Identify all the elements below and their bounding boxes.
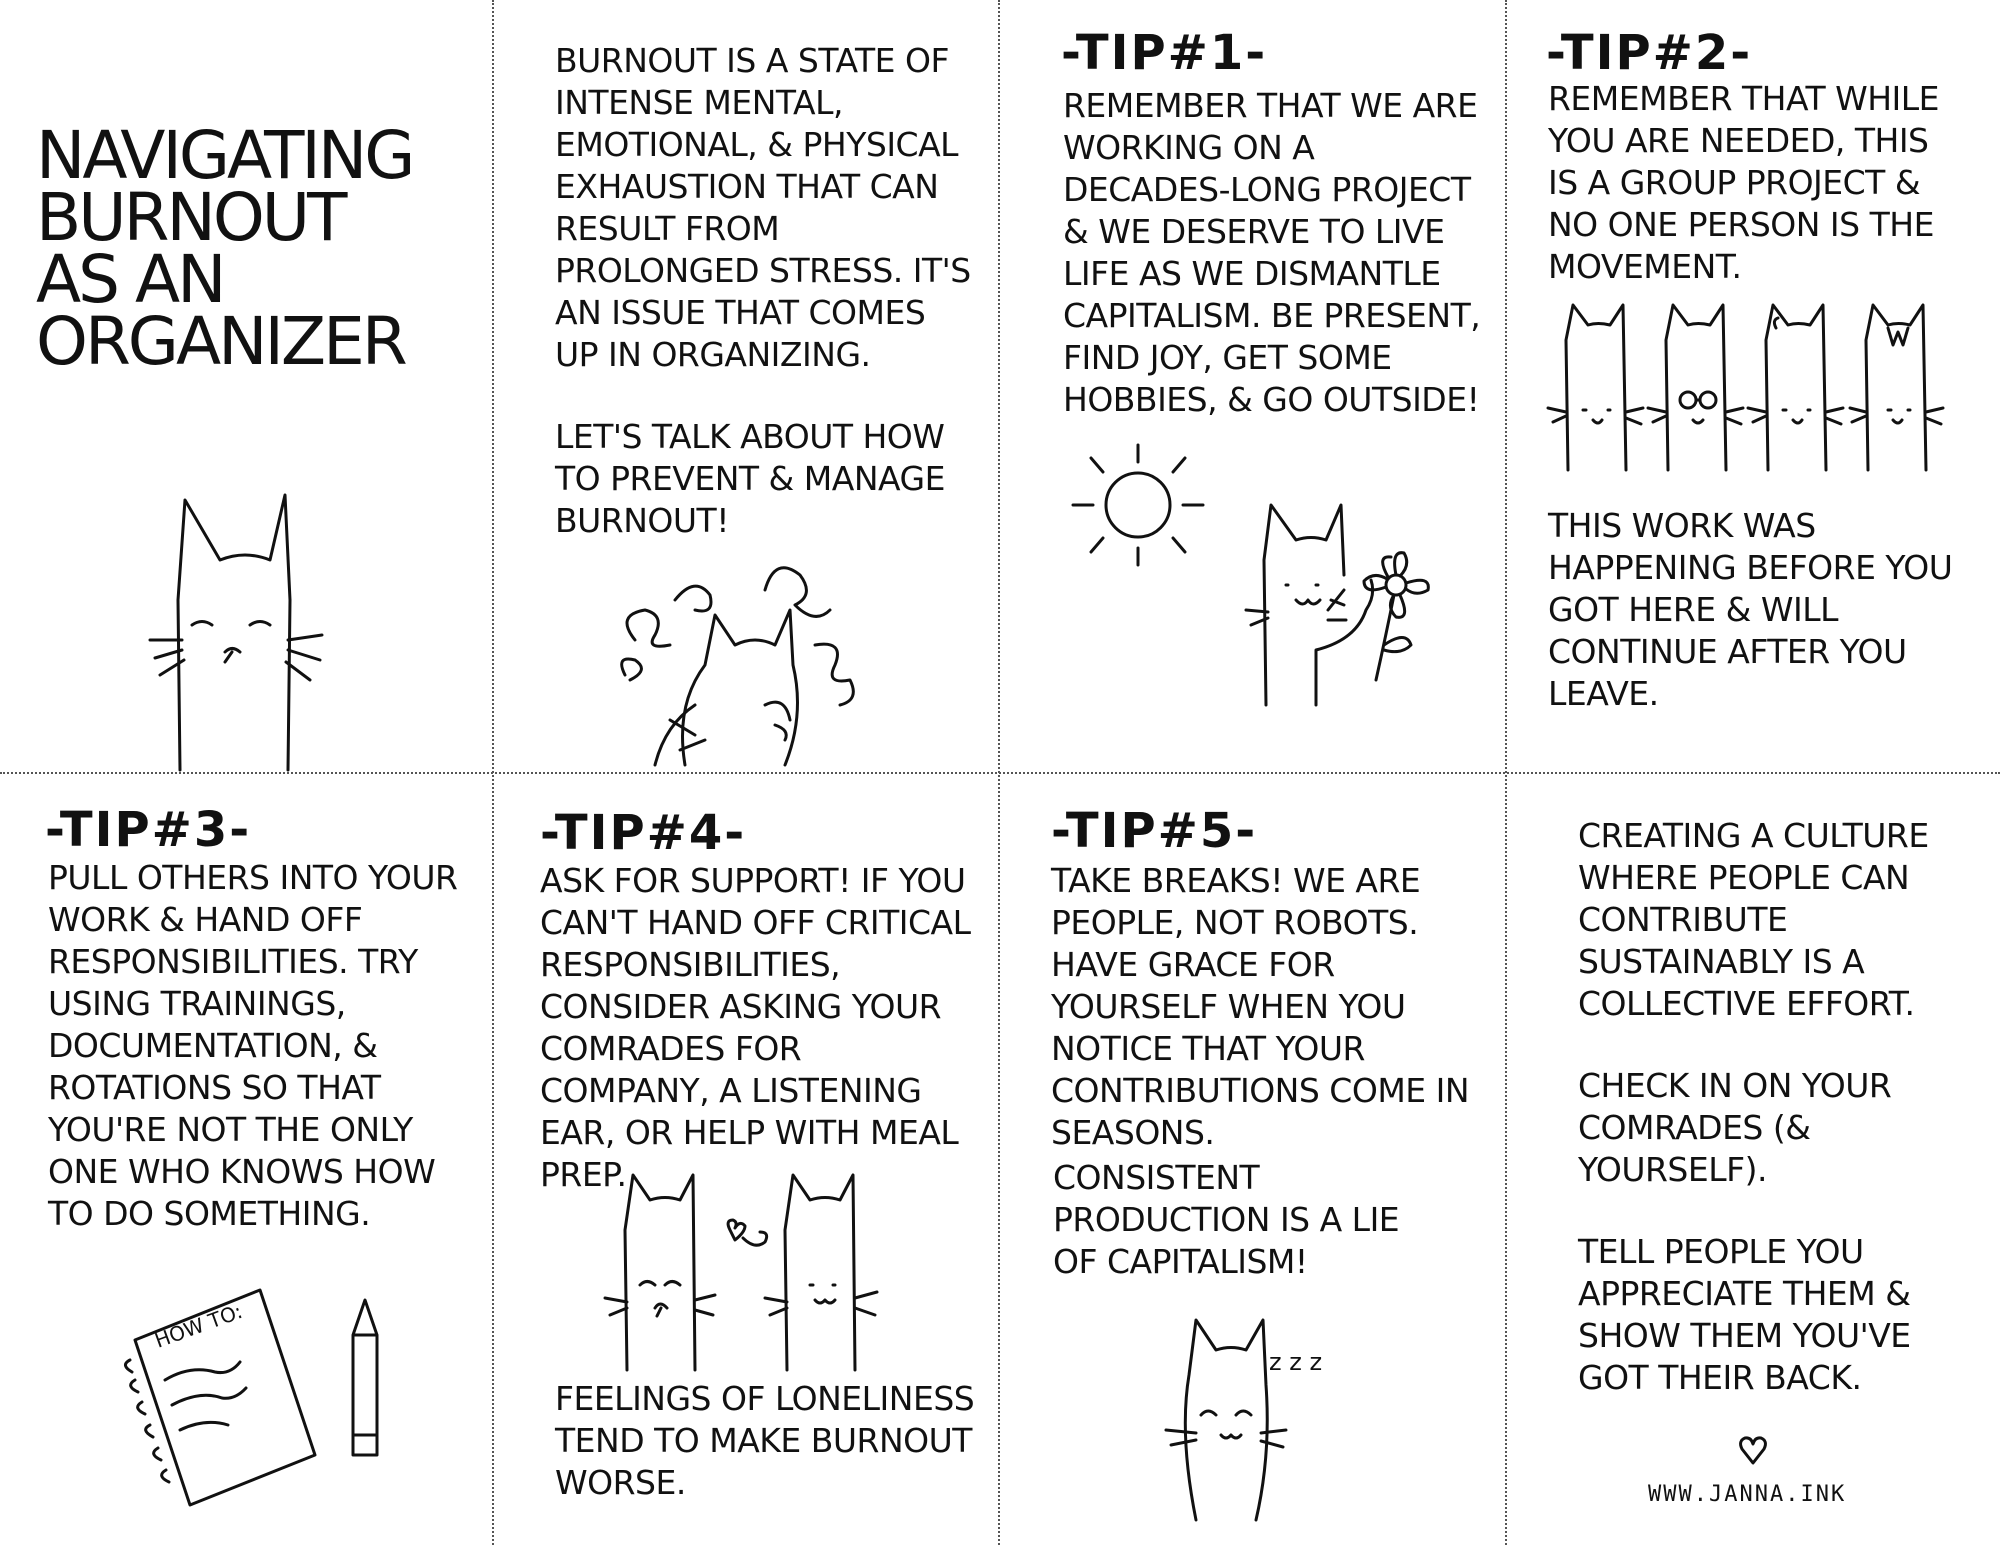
title-line: AS AN [36, 241, 227, 318]
tip1-text: REMEMBER THAT WE ARE WORKING ON A DECADE… [1063, 86, 1481, 419]
tip2-panel: -TIP#2- REMEMBER THAT WHILE YOU ARE NEED… [1508, 0, 2000, 770]
flower-icon [1362, 551, 1430, 682]
title-panel: NAVIGATING BURNOUT AS AN ORGANIZER [0, 0, 490, 772]
zine-title: NAVIGATING BURNOUT AS AN ORGANIZER [36, 117, 476, 380]
tip1-heading: -TIP#1- [1061, 25, 1268, 81]
tip4-heading: -TIP#4- [540, 805, 747, 861]
tip2-text-2: THIS WORK WAS HAPPENING BEFORE YOU GOT H… [1548, 506, 1953, 713]
tip4-text-2: FEELINGS OF LONELINESS TEND TO MAKE BURN… [555, 1379, 975, 1502]
tip2-heading: -TIP#2- [1546, 25, 1753, 81]
stressed-cat-icon [620, 566, 855, 767]
two-cats-icon [603, 1173, 879, 1372]
heart-icon [1739, 1436, 1767, 1465]
tip1-panel: -TIP#1- REMEMBER THAT WE ARE WORKING ON … [1001, 0, 1503, 770]
sleeping-cat-icon: z z z [1164, 1318, 1322, 1522]
tip3-panel: -TIP#3- PULL OTHERS INTO YOUR WORK & HAN… [0, 775, 490, 1545]
closing-check-in: CHECK IN ON YOUR COMRADES (& YOURSELF). [1578, 1066, 1892, 1189]
closing-panel: CREATING A CULTURE WHERE PEOPLE CAN CONT… [1508, 775, 2000, 1545]
intro-definition: BURNOUT IS A STATE OF INTENSE MENTAL, EM… [555, 41, 971, 374]
tip5-text: TAKE BREAKS! WE ARE PEOPLE, NOT ROBOTS. … [1051, 861, 1470, 1152]
notebook-label: HOW TO: [152, 1299, 246, 1353]
closing-appreciate: TELL PEOPLE YOU APPRECIATE THEM & SHOW T… [1578, 1232, 1911, 1397]
title-line: BURNOUT [36, 179, 347, 256]
tip3-heading: -TIP#3- [45, 802, 252, 858]
pencil-icon [351, 1298, 379, 1457]
title-line: NAVIGATING [36, 117, 415, 194]
tip5-panel: -TIP#5- TAKE BREAKS! WE ARE PEOPLE, NOT … [1001, 775, 1503, 1545]
sun-icon [1071, 443, 1205, 567]
closing-culture: CREATING A CULTURE WHERE PEOPLE CAN CONT… [1578, 816, 1929, 1023]
tip3-text: PULL OTHERS INTO YOUR WORK & HAND OFF RE… [48, 858, 458, 1233]
tip2-text: REMEMBER THAT WHILE YOU ARE NEEDED, THIS… [1548, 79, 1940, 286]
title-line: ORGANIZER [36, 303, 408, 380]
tip4-panel: -TIP#4- ASK FOR SUPPORT! IF YOU CAN'T HA… [495, 775, 995, 1545]
tip5-text-2: CONSISTENT PRODUCTION IS A LIE OF CAPITA… [1053, 1158, 1400, 1281]
panel-divider-h [0, 772, 2000, 774]
notebook-icon: HOW TO: [124, 1288, 317, 1507]
website-url[interactable]: WWW.JANNA.INK [1648, 1482, 1847, 1507]
snore-text: z z z [1269, 1348, 1322, 1376]
cat-group-icon [1546, 303, 1945, 472]
tip4-text: ASK FOR SUPPORT! IF YOU CAN'T HAND OFF C… [540, 861, 971, 1194]
tip5-heading: -TIP#5- [1051, 803, 1258, 859]
intro-panel: BURNOUT IS A STATE OF INTENSE MENTAL, EM… [495, 0, 995, 770]
sad-cat-icon [148, 493, 324, 772]
intro-call-to-action: LET'S TALK ABOUT HOW TO PREVENT & MANAGE… [555, 417, 945, 540]
